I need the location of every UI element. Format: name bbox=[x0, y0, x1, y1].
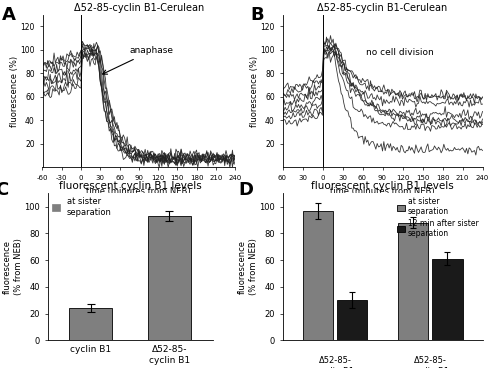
Text: Δ52-85-: Δ52-85- bbox=[414, 357, 446, 365]
Text: B: B bbox=[250, 6, 264, 24]
Title: Δ52-85-cyclin B1-Cerulean: Δ52-85-cyclin B1-Cerulean bbox=[318, 3, 448, 13]
Title: fluorescent cyclin B1 levels: fluorescent cyclin B1 levels bbox=[58, 181, 202, 191]
Text: A: A bbox=[2, 6, 16, 24]
Text: Δ52-85-: Δ52-85- bbox=[318, 357, 352, 365]
Text: cyclin B1: cyclin B1 bbox=[411, 367, 449, 368]
Bar bbox=[302, 210, 333, 340]
Bar bbox=[432, 259, 462, 340]
Bar bbox=[148, 216, 191, 340]
X-axis label: time (minutes from NEB): time (minutes from NEB) bbox=[330, 187, 435, 196]
Title: Δ52-85-cyclin B1-Cerulean: Δ52-85-cyclin B1-Cerulean bbox=[74, 3, 204, 13]
Bar bbox=[337, 300, 368, 340]
Y-axis label: fluorescence
(% from NEB): fluorescence (% from NEB) bbox=[238, 238, 258, 295]
Y-axis label: fluorescence (%): fluorescence (%) bbox=[10, 56, 19, 127]
Text: D: D bbox=[238, 181, 254, 199]
Title: fluorescent cyclin B1 levels: fluorescent cyclin B1 levels bbox=[311, 181, 454, 191]
Text: C: C bbox=[0, 181, 8, 199]
Text: cyclin B1: cyclin B1 bbox=[316, 367, 354, 368]
Text: no cell division: no cell division bbox=[366, 48, 434, 57]
Text: anaphase: anaphase bbox=[102, 46, 173, 74]
Bar bbox=[69, 308, 112, 340]
Bar bbox=[398, 223, 428, 340]
Legend: at sister
separation, 12 min after sister
separation: at sister separation, 12 min after siste… bbox=[397, 197, 478, 238]
Y-axis label: fluorescence (%): fluorescence (%) bbox=[250, 56, 259, 127]
Legend: at sister
separation: at sister separation bbox=[52, 197, 112, 217]
Y-axis label: fluorescence
(% from NEB): fluorescence (% from NEB) bbox=[4, 238, 22, 295]
X-axis label: time (minutes from NEB): time (minutes from NEB) bbox=[86, 187, 191, 196]
